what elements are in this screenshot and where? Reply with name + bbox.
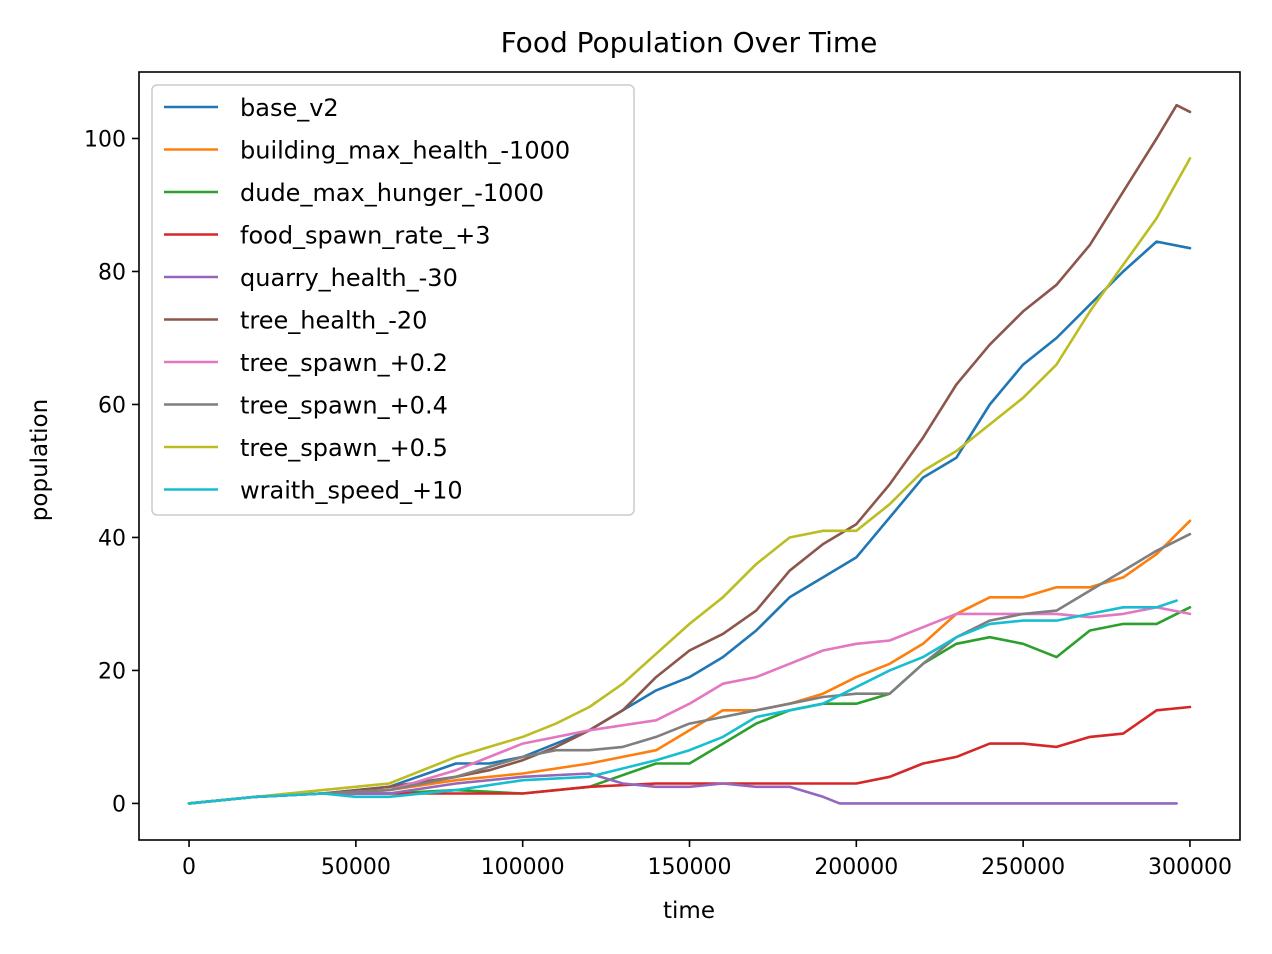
x-tick-label: 300000 bbox=[1148, 855, 1232, 880]
legend-entry-1: building_max_health_-1000 bbox=[240, 137, 570, 165]
x-axis-label: time bbox=[663, 898, 715, 924]
x-tick-label: 0 bbox=[182, 855, 196, 880]
legend-entry-2: dude_max_hunger_-1000 bbox=[240, 179, 544, 207]
legend-entry-3: food_spawn_rate_+3 bbox=[240, 222, 490, 250]
legend: base_v2 building_max_health_-1000 dude_max… bbox=[151, 84, 635, 516]
y-tick-label: 20 bbox=[98, 659, 126, 684]
series-line-1 bbox=[187, 519, 1192, 805]
legend-entry-5: tree_health_-20 bbox=[240, 307, 427, 335]
legend-entry-8: tree_spawn_+0.5 bbox=[240, 434, 448, 462]
series-line-6 bbox=[187, 606, 1192, 805]
y-axis-label: population bbox=[27, 399, 53, 521]
x-tick-label: 200000 bbox=[814, 855, 898, 880]
x-tick-label: 250000 bbox=[981, 855, 1065, 880]
legend-entry-9: wraith_speed_+10 bbox=[240, 477, 463, 505]
x-tick-label: 50000 bbox=[321, 855, 391, 880]
y-tick-label: 80 bbox=[98, 260, 126, 285]
legend-entry-6: tree_spawn_+0.2 bbox=[240, 349, 448, 377]
x-tick-label: 100000 bbox=[481, 855, 565, 880]
axes-layer: 0 50000 100000 150000 200000 250000 300000 0 20 4… bbox=[84, 71, 1241, 880]
legend-entry-4: quarry_health_-30 bbox=[240, 264, 458, 292]
series-line-7 bbox=[187, 532, 1192, 805]
y-tick-label: 40 bbox=[98, 526, 126, 551]
series-line-4 bbox=[187, 772, 1178, 805]
series-line-8 bbox=[187, 157, 1192, 805]
series-layer bbox=[187, 103, 1192, 805]
y-tick-label: 60 bbox=[98, 393, 126, 418]
chart-title: Food Population Over Time bbox=[501, 26, 878, 59]
legend-entry-7: tree_spawn_+0.4 bbox=[240, 392, 448, 420]
series-line-0 bbox=[187, 240, 1192, 805]
series-line-2 bbox=[187, 606, 1192, 805]
series-line-9 bbox=[187, 599, 1178, 805]
y-tick-label: 100 bbox=[84, 127, 126, 152]
x-tick-label: 150000 bbox=[648, 855, 732, 880]
legend-entry-0: base_v2 bbox=[240, 94, 339, 122]
series-line-5 bbox=[187, 103, 1192, 805]
legend-box bbox=[151, 84, 635, 516]
y-tick-label: 0 bbox=[112, 792, 126, 817]
